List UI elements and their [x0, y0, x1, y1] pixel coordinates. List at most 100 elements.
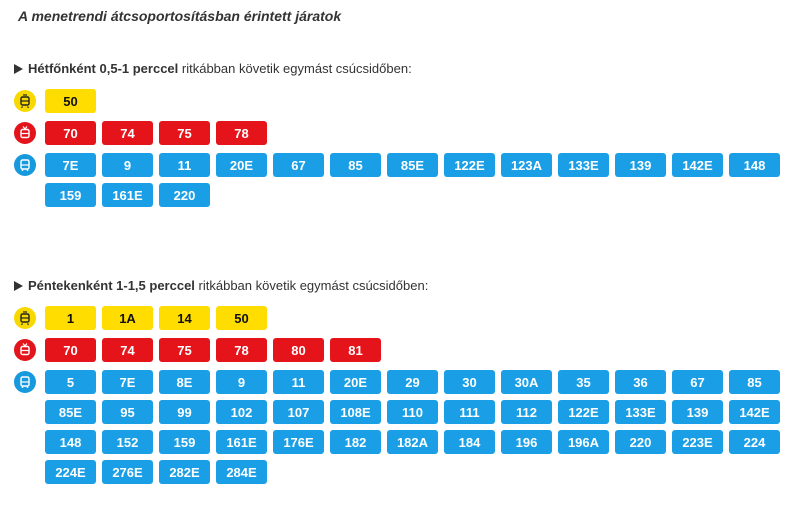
bus-line-chip[interactable]: 184 — [444, 430, 495, 454]
bus-line-chip[interactable]: 35 — [558, 370, 609, 394]
triangle-icon — [14, 281, 23, 291]
bus-line-chip[interactable]: 67 — [273, 153, 324, 177]
trolley-line-chip[interactable]: 74 — [102, 121, 153, 145]
bus-line-chip[interactable]: 11 — [159, 153, 210, 177]
tram-icon — [14, 307, 36, 329]
bus-line-chip[interactable]: 8E — [159, 370, 210, 394]
trolley-line-chip[interactable]: 78 — [216, 338, 267, 362]
bus-row: 5 7E 8E 9 11 20E 29 30 30A 35 36 67 85 85E 95 99 102 107 1… — [14, 370, 794, 484]
bus-line-chip[interactable]: 196 — [501, 430, 552, 454]
bus-line-chip[interactable]: 223E — [672, 430, 723, 454]
bus-line-chip[interactable]: 282E — [159, 460, 210, 484]
bus-line-chip[interactable]: 110 — [387, 400, 438, 424]
triangle-icon — [14, 64, 23, 74]
tram-line-chip[interactable]: 14 — [159, 306, 210, 330]
bus-line-chip[interactable]: 182 — [330, 430, 381, 454]
bus-line-chip[interactable]: 102 — [216, 400, 267, 424]
bus-line-chip[interactable]: 142E — [672, 153, 723, 177]
bus-line-chip[interactable]: 122E — [444, 153, 495, 177]
bus-line-chip[interactable]: 5 — [45, 370, 96, 394]
bus-line-chip[interactable]: 122E — [558, 400, 609, 424]
bus-line-chip[interactable]: 161E — [102, 183, 153, 207]
section-intro: Péntekenként 1-1,5 perccel ritkábban köv… — [14, 277, 794, 295]
bus-line-chip[interactable]: 148 — [729, 153, 780, 177]
tram-row: 1 1A 14 50 — [14, 306, 794, 330]
section-intro-bold: Péntekenként 1-1,5 perccel — [28, 278, 195, 293]
bus-line-chip[interactable]: 224E — [45, 460, 96, 484]
bus-line-chip[interactable]: 123A — [501, 153, 552, 177]
trolley-line-chip[interactable]: 75 — [159, 121, 210, 145]
bus-line-chip[interactable]: 148 — [45, 430, 96, 454]
trolley-line-chip[interactable]: 70 — [45, 121, 96, 145]
section-intro: Hétfőnként 0,5-1 perccel ritkábban követ… — [14, 60, 794, 78]
bus-line-chip[interactable]: 30A — [501, 370, 552, 394]
bus-line-chip[interactable]: 133E — [615, 400, 666, 424]
tram-row: 50 — [14, 89, 794, 113]
trolley-line-chip[interactable]: 74 — [102, 338, 153, 362]
trolley-line-chip[interactable]: 75 — [159, 338, 210, 362]
bus-line-chip[interactable]: 20E — [330, 370, 381, 394]
bus-lines: 7E 9 11 20E 67 85 85E 122E 123A 133E 139 142E 148 159… — [45, 153, 794, 207]
bus-line-chip[interactable]: 85 — [729, 370, 780, 394]
trolleybus-icon — [14, 339, 36, 361]
trolley-lines: 70 74 75 78 80 81 — [45, 338, 794, 362]
tram-line-chip[interactable]: 1A — [102, 306, 153, 330]
bus-icon — [14, 154, 36, 176]
bus-line-chip[interactable]: 159 — [45, 183, 96, 207]
bus-line-chip[interactable]: 139 — [615, 153, 666, 177]
bus-line-chip[interactable]: 133E — [558, 153, 609, 177]
trolleybus-icon — [14, 122, 36, 144]
bus-lines: 5 7E 8E 9 11 20E 29 30 30A 35 36 67 85 85E 95 99 102 107 1… — [45, 370, 794, 484]
bus-line-chip[interactable]: 112 — [501, 400, 552, 424]
bus-line-chip[interactable]: 159 — [159, 430, 210, 454]
bus-line-chip[interactable]: 20E — [216, 153, 267, 177]
trolley-line-chip[interactable]: 80 — [273, 338, 324, 362]
tram-line-chip[interactable]: 50 — [216, 306, 267, 330]
bus-line-chip[interactable]: 85E — [387, 153, 438, 177]
bus-line-chip[interactable]: 30 — [444, 370, 495, 394]
trolley-line-chip[interactable]: 81 — [330, 338, 381, 362]
bus-line-chip[interactable]: 142E — [729, 400, 780, 424]
bus-line-chip[interactable]: 182A — [387, 430, 438, 454]
bus-line-chip[interactable]: 152 — [102, 430, 153, 454]
bus-line-chip[interactable]: 111 — [444, 400, 495, 424]
bus-line-chip[interactable]: 139 — [672, 400, 723, 424]
tram-lines: 1 1A 14 50 — [45, 306, 794, 330]
trolley-row: 70 74 75 78 — [14, 121, 794, 145]
bus-line-chip[interactable]: 220 — [615, 430, 666, 454]
bus-line-chip[interactable]: 99 — [159, 400, 210, 424]
bus-line-chip[interactable]: 9 — [216, 370, 267, 394]
bus-line-chip[interactable]: 85E — [45, 400, 96, 424]
page-title: A menetrendi átcsoportosításban érintett… — [18, 8, 342, 24]
bus-line-chip[interactable]: 276E — [102, 460, 153, 484]
bus-line-chip[interactable]: 85 — [330, 153, 381, 177]
trolley-row: 70 74 75 78 80 81 — [14, 338, 794, 362]
bus-line-chip[interactable]: 36 — [615, 370, 666, 394]
bus-line-chip[interactable]: 161E — [216, 430, 267, 454]
bus-line-chip[interactable]: 284E — [216, 460, 267, 484]
tram-line-chip[interactable]: 50 — [45, 89, 96, 113]
bus-line-chip[interactable]: 108E — [330, 400, 381, 424]
trolley-line-chip[interactable]: 70 — [45, 338, 96, 362]
bus-line-chip[interactable]: 7E — [102, 370, 153, 394]
section-intro-text: ritkábban követik egymást csúcsidőben: — [194, 278, 429, 293]
bus-line-chip[interactable]: 224 — [729, 430, 780, 454]
bus-line-chip[interactable]: 11 — [273, 370, 324, 394]
bus-line-chip[interactable]: 9 — [102, 153, 153, 177]
trolley-lines: 70 74 75 78 — [45, 121, 794, 145]
bus-line-chip[interactable]: 29 — [387, 370, 438, 394]
tram-line-chip[interactable]: 1 — [45, 306, 96, 330]
bus-line-chip[interactable]: 107 — [273, 400, 324, 424]
bus-line-chip[interactable]: 95 — [102, 400, 153, 424]
trolley-line-chip[interactable]: 78 — [216, 121, 267, 145]
section-intro-text: ritkábban követik egymást csúcsidőben: — [178, 61, 412, 76]
bus-line-chip[interactable]: 196A — [558, 430, 609, 454]
bus-line-chip[interactable]: 67 — [672, 370, 723, 394]
bus-line-chip[interactable]: 176E — [273, 430, 324, 454]
bus-line-chip[interactable]: 220 — [159, 183, 210, 207]
bus-icon — [14, 371, 36, 393]
section-monday: Hétfőnként 0,5-1 perccel ritkábban követ… — [14, 60, 794, 207]
section-friday: Péntekenként 1-1,5 perccel ritkábban köv… — [14, 277, 794, 484]
bus-line-chip[interactable]: 7E — [45, 153, 96, 177]
